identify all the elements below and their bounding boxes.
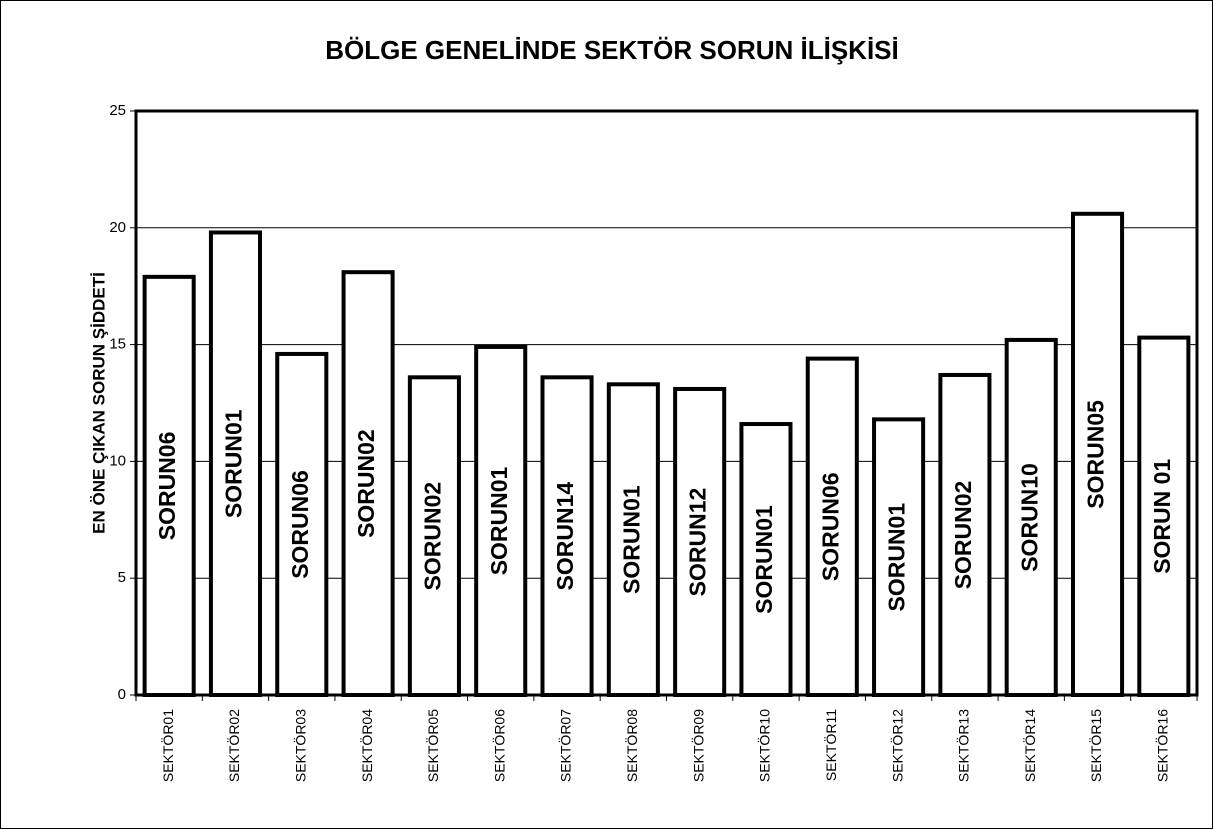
y-tick-label: 25: [109, 102, 126, 119]
bar-label: SORUN01: [221, 409, 247, 518]
bar: [938, 372, 992, 697]
chart-title: BÖLGE GENELİNDE SEKTÖR SORUN İLİŞKİSİ: [325, 35, 899, 65]
bar-label: SORUN02: [950, 481, 976, 590]
bar: [142, 274, 196, 697]
y-axis-label: EN ÖNE ÇIKAN SORUN ŞİDDETİ: [89, 272, 108, 534]
x-tick-label: SEKTÖR01: [159, 709, 176, 782]
bar-label: SORUN14: [552, 482, 578, 591]
bar-label: SORUN05: [1083, 400, 1109, 509]
bar-label: SORUN10: [1016, 463, 1042, 572]
x-tick-label: SEKTÖR11: [822, 709, 839, 781]
y-tick-label: 10: [109, 452, 126, 469]
x-tick-label: SEKTÖR16: [1154, 709, 1171, 782]
y-tick-label: 0: [118, 686, 126, 703]
bar: [407, 375, 461, 697]
bar-label: SORUN02: [419, 482, 445, 591]
y-tick-label: 5: [118, 569, 126, 586]
x-tick-label: SEKTÖR05: [424, 709, 441, 782]
x-tick-label: SEKTÖR02: [225, 709, 242, 782]
x-tick-label: SEKTÖR03: [291, 709, 308, 782]
bar: [341, 270, 395, 697]
y-tick-label: 20: [109, 219, 126, 236]
x-tick-label: SEKTÖR10: [756, 709, 773, 782]
x-tick-label: SEKTÖR15: [1087, 709, 1104, 782]
bar-label: SORUN01: [486, 466, 512, 575]
bar: [1070, 211, 1125, 697]
bar: [275, 351, 329, 697]
bar: [1137, 335, 1191, 697]
bar-label: SORUN06: [154, 432, 180, 541]
y-tick-label: 15: [109, 336, 126, 353]
bar: [872, 417, 926, 697]
bar: [1004, 337, 1058, 697]
bar: [739, 422, 793, 697]
bar: [805, 356, 859, 697]
x-tick-label: SEKTÖR06: [490, 709, 507, 782]
x-tick-label: SEKTÖR13: [955, 709, 972, 782]
bar-label: SORUN01: [751, 505, 777, 614]
bar-label: SORUN12: [685, 488, 711, 597]
bar-label: SORUN06: [287, 470, 313, 579]
x-tick-label: SEKTÖR08: [623, 709, 640, 782]
bar: [673, 386, 727, 697]
x-tick-label: SEKTÖR14: [1021, 709, 1038, 782]
x-tick-label: SEKTÖR09: [689, 709, 706, 782]
bar-label: SORUN 01: [1149, 459, 1175, 574]
bar-label: SORUN01: [884, 503, 910, 612]
bar-label: SORUN06: [817, 472, 843, 581]
bar-label: SORUN02: [353, 429, 379, 538]
bar-label: SORUN01: [618, 485, 644, 594]
x-tick-label: SEKTÖR04: [358, 709, 375, 782]
bar: [208, 230, 263, 698]
x-tick-label: SEKTÖR07: [557, 709, 574, 782]
bar: [606, 382, 660, 697]
bar: [540, 375, 594, 697]
x-tick-label: SEKTÖR12: [888, 709, 905, 782]
bar: [474, 344, 528, 697]
